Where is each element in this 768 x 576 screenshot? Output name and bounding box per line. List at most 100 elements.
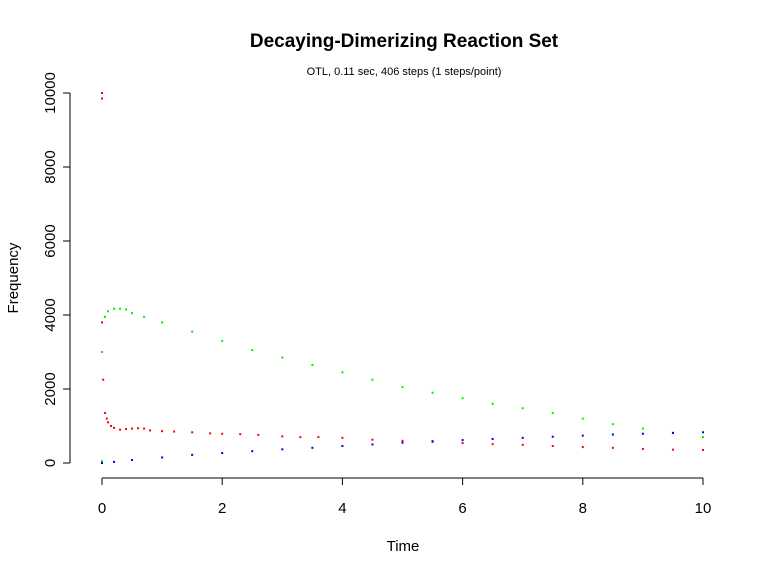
y-tick-label: 10000 [42,72,59,114]
data-point [239,433,242,436]
data-point [581,417,584,420]
y-tick-label: 8000 [42,150,59,183]
data-point [311,446,314,449]
data-point [221,452,224,455]
data-point [371,438,374,441]
data-point [104,412,107,415]
data-point [551,412,554,415]
series-2 [101,431,704,464]
data-point [221,432,224,435]
data-point [101,351,103,353]
data-point [131,427,134,430]
data-point [101,97,103,100]
data-point [341,436,344,439]
data-point [521,443,524,446]
data-point [611,423,614,426]
data-point [371,443,374,446]
data-point [102,378,105,381]
x-tick-label: 0 [98,500,106,517]
data-point [173,430,176,433]
data-point [611,446,614,449]
data-point [143,427,146,430]
data-point [311,363,314,366]
data-point [119,307,122,310]
data-point [251,349,254,352]
data-point [143,315,146,318]
data-point [431,440,434,443]
data-point [281,356,284,359]
data-point [161,456,164,459]
x-axis: 0 2 4 6 8 10 [98,477,712,517]
x-tick-label: 8 [579,500,587,517]
data-point [299,436,302,439]
data-point [401,439,404,442]
data-point [105,417,108,420]
data-point [702,449,704,452]
data-point [131,312,134,315]
data-point [341,444,344,447]
x-tick-label: 4 [338,500,346,517]
data-point [107,421,110,424]
data-point [149,429,152,432]
data-point [161,430,164,433]
data-point [161,321,164,324]
data-point [581,446,584,449]
data-point [281,435,284,438]
data-point [641,427,644,430]
data-point [251,450,254,453]
data-point [581,434,584,437]
x-tick-label: 2 [218,500,226,517]
data-point [702,431,704,434]
data-point [521,407,524,410]
data-point [104,315,107,318]
y-tick-label: 6000 [42,224,59,257]
data-point [317,436,320,439]
data-point [113,460,116,463]
data-point [461,439,464,442]
data-point [125,308,128,311]
data-point [257,433,260,436]
data-point [551,435,554,438]
data-point [521,436,524,439]
data-point [461,442,464,445]
data-point [431,391,434,394]
y-tick-label: 2000 [42,372,59,405]
data-point [119,428,122,431]
y-tick-label: 4000 [42,298,59,331]
data-point [671,432,674,435]
data-point [191,330,194,333]
data-point [191,453,194,456]
data-point [101,462,103,464]
data-point [702,436,704,439]
data-point [671,448,674,451]
data-point [221,339,224,342]
data-point [491,402,494,405]
data-point [281,448,284,451]
data-point [110,425,113,427]
data-point [461,397,464,400]
data-point [131,459,134,462]
y-axis-label: Frequency [5,242,22,313]
series-1 [101,307,704,463]
chart-subtitle: OTL, 0.11 sec, 406 steps (1 steps/point) [307,66,502,78]
data-point [113,426,116,429]
data-point [491,437,494,440]
data-point [401,386,404,389]
data-point [611,433,614,436]
x-tick-label: 6 [458,500,466,517]
y-axis: 0 2000 4000 6000 8000 10000 [42,72,71,467]
data-point [209,432,212,435]
data-point [101,460,103,463]
data-point [341,371,344,374]
x-tick-label: 10 [695,500,712,517]
data-point [371,378,374,381]
data-point [551,444,554,447]
data-point [101,92,103,94]
data-point [113,307,116,310]
data-point [491,443,494,446]
data-point [101,321,103,324]
data-point [107,310,110,313]
data-point [401,441,404,444]
x-axis-label: Time [387,538,420,555]
